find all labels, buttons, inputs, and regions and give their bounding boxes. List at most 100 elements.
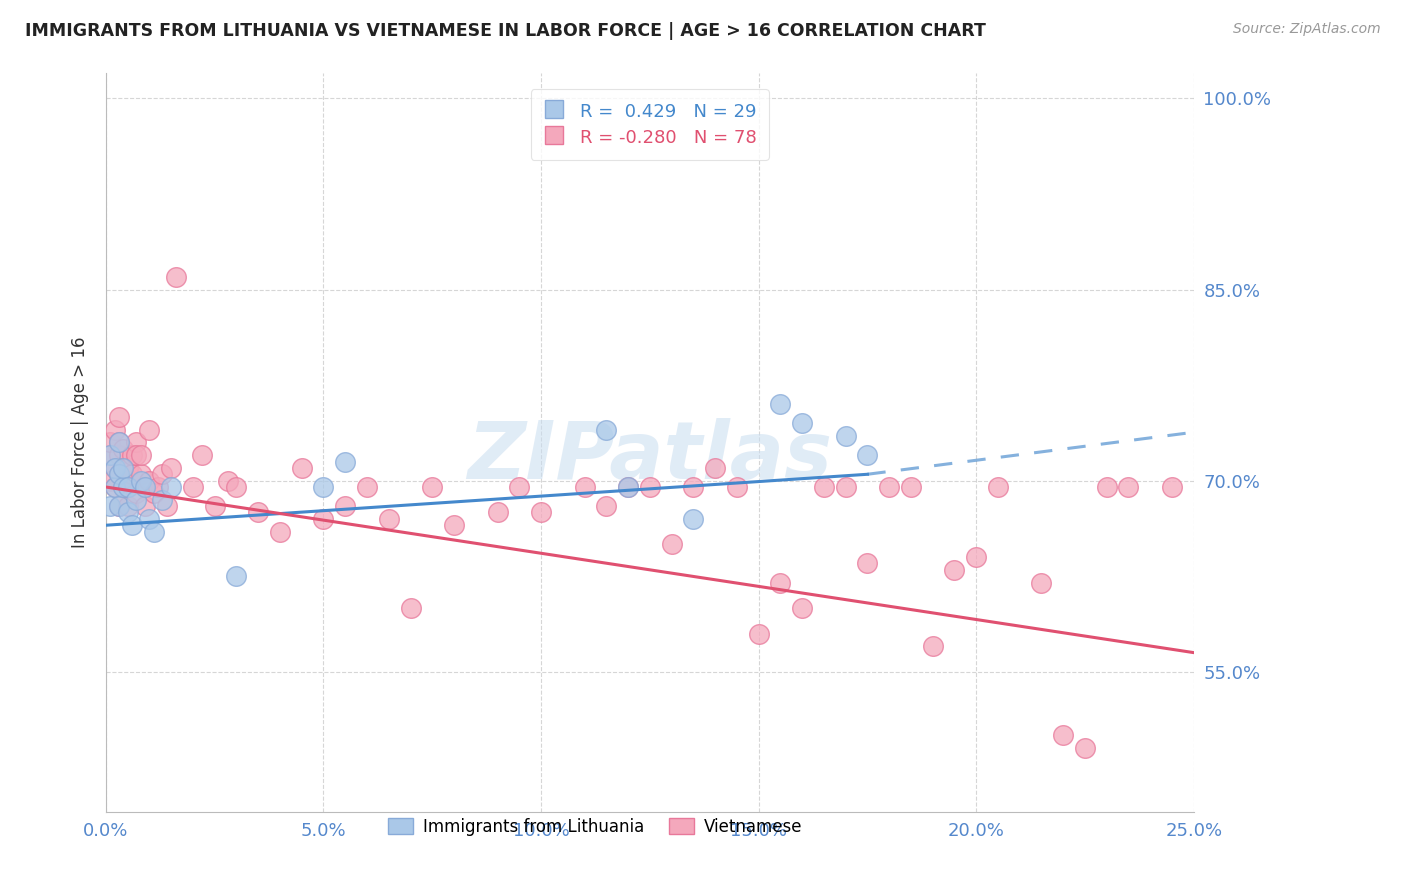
Point bbox=[134, 480, 156, 494]
Point bbox=[291, 461, 314, 475]
Point bbox=[129, 474, 152, 488]
Point bbox=[156, 499, 179, 513]
Text: Source: ZipAtlas.com: Source: ZipAtlas.com bbox=[1233, 22, 1381, 37]
Point bbox=[1095, 480, 1118, 494]
Point bbox=[312, 480, 335, 494]
Point bbox=[98, 435, 121, 450]
Point bbox=[530, 506, 553, 520]
Point bbox=[129, 467, 152, 482]
Point bbox=[399, 601, 422, 615]
Point bbox=[104, 423, 127, 437]
Point bbox=[420, 480, 443, 494]
Point bbox=[792, 417, 814, 431]
Legend: Immigrants from Lithuania, Vietnamese: Immigrants from Lithuania, Vietnamese bbox=[380, 810, 811, 844]
Point bbox=[312, 512, 335, 526]
Point bbox=[125, 492, 148, 507]
Point bbox=[335, 454, 357, 468]
Point bbox=[134, 499, 156, 513]
Point bbox=[146, 480, 169, 494]
Point bbox=[142, 486, 165, 500]
Point bbox=[225, 569, 247, 583]
Point bbox=[508, 480, 530, 494]
Point bbox=[108, 409, 131, 424]
Point bbox=[121, 518, 143, 533]
Point bbox=[856, 448, 879, 462]
Point bbox=[160, 480, 183, 494]
Point bbox=[108, 435, 131, 450]
Point bbox=[108, 467, 131, 482]
Point bbox=[112, 461, 135, 475]
Point bbox=[125, 448, 148, 462]
Point bbox=[112, 442, 135, 456]
Point bbox=[108, 499, 131, 513]
Point bbox=[356, 480, 378, 494]
Text: ZIPatlas: ZIPatlas bbox=[467, 418, 832, 496]
Point bbox=[112, 480, 135, 494]
Point bbox=[108, 467, 131, 482]
Point bbox=[834, 429, 856, 443]
Point bbox=[769, 575, 792, 590]
Point bbox=[247, 506, 270, 520]
Point bbox=[112, 480, 135, 494]
Y-axis label: In Labor Force | Age > 16: In Labor Force | Age > 16 bbox=[72, 336, 89, 549]
Point bbox=[142, 524, 165, 539]
Point bbox=[108, 499, 131, 513]
Point bbox=[792, 601, 814, 615]
Point bbox=[108, 448, 131, 462]
Text: IMMIGRANTS FROM LITHUANIA VS VIETNAMESE IN LABOR FORCE | AGE > 16 CORRELATION CH: IMMIGRANTS FROM LITHUANIA VS VIETNAMESE … bbox=[25, 22, 986, 40]
Point bbox=[138, 474, 160, 488]
Point bbox=[617, 480, 640, 494]
Point bbox=[682, 480, 704, 494]
Point bbox=[121, 448, 143, 462]
Point bbox=[856, 557, 879, 571]
Point bbox=[108, 435, 131, 450]
Point bbox=[574, 480, 596, 494]
Point bbox=[125, 486, 148, 500]
Point bbox=[104, 461, 127, 475]
Point bbox=[112, 461, 135, 475]
Point bbox=[152, 492, 174, 507]
Point bbox=[638, 480, 661, 494]
Point bbox=[117, 506, 139, 520]
Point bbox=[1118, 480, 1140, 494]
Point bbox=[965, 550, 987, 565]
Point bbox=[138, 512, 160, 526]
Point bbox=[682, 512, 704, 526]
Point bbox=[617, 480, 640, 494]
Point bbox=[921, 640, 943, 654]
Point bbox=[134, 480, 156, 494]
Point bbox=[748, 626, 770, 640]
Point bbox=[725, 480, 748, 494]
Point bbox=[104, 461, 127, 475]
Point bbox=[443, 518, 465, 533]
Point bbox=[1031, 575, 1053, 590]
Point bbox=[1161, 480, 1184, 494]
Point bbox=[834, 480, 856, 494]
Point bbox=[1052, 728, 1074, 742]
Point bbox=[125, 435, 148, 450]
Point bbox=[486, 506, 509, 520]
Point bbox=[335, 499, 357, 513]
Point bbox=[160, 461, 183, 475]
Point bbox=[121, 467, 143, 482]
Point bbox=[595, 423, 617, 437]
Point bbox=[704, 461, 727, 475]
Point bbox=[98, 474, 121, 488]
Point bbox=[217, 474, 239, 488]
Point bbox=[943, 563, 966, 577]
Point bbox=[377, 512, 399, 526]
Point bbox=[900, 480, 922, 494]
Point bbox=[769, 397, 792, 411]
Point bbox=[129, 448, 152, 462]
Point bbox=[98, 448, 121, 462]
Point bbox=[204, 499, 226, 513]
Point bbox=[190, 448, 212, 462]
Point bbox=[98, 448, 121, 462]
Point bbox=[595, 499, 617, 513]
Point bbox=[877, 480, 900, 494]
Point bbox=[1074, 741, 1097, 756]
Point bbox=[225, 480, 247, 494]
Point bbox=[269, 524, 291, 539]
Point bbox=[117, 461, 139, 475]
Point bbox=[813, 480, 835, 494]
